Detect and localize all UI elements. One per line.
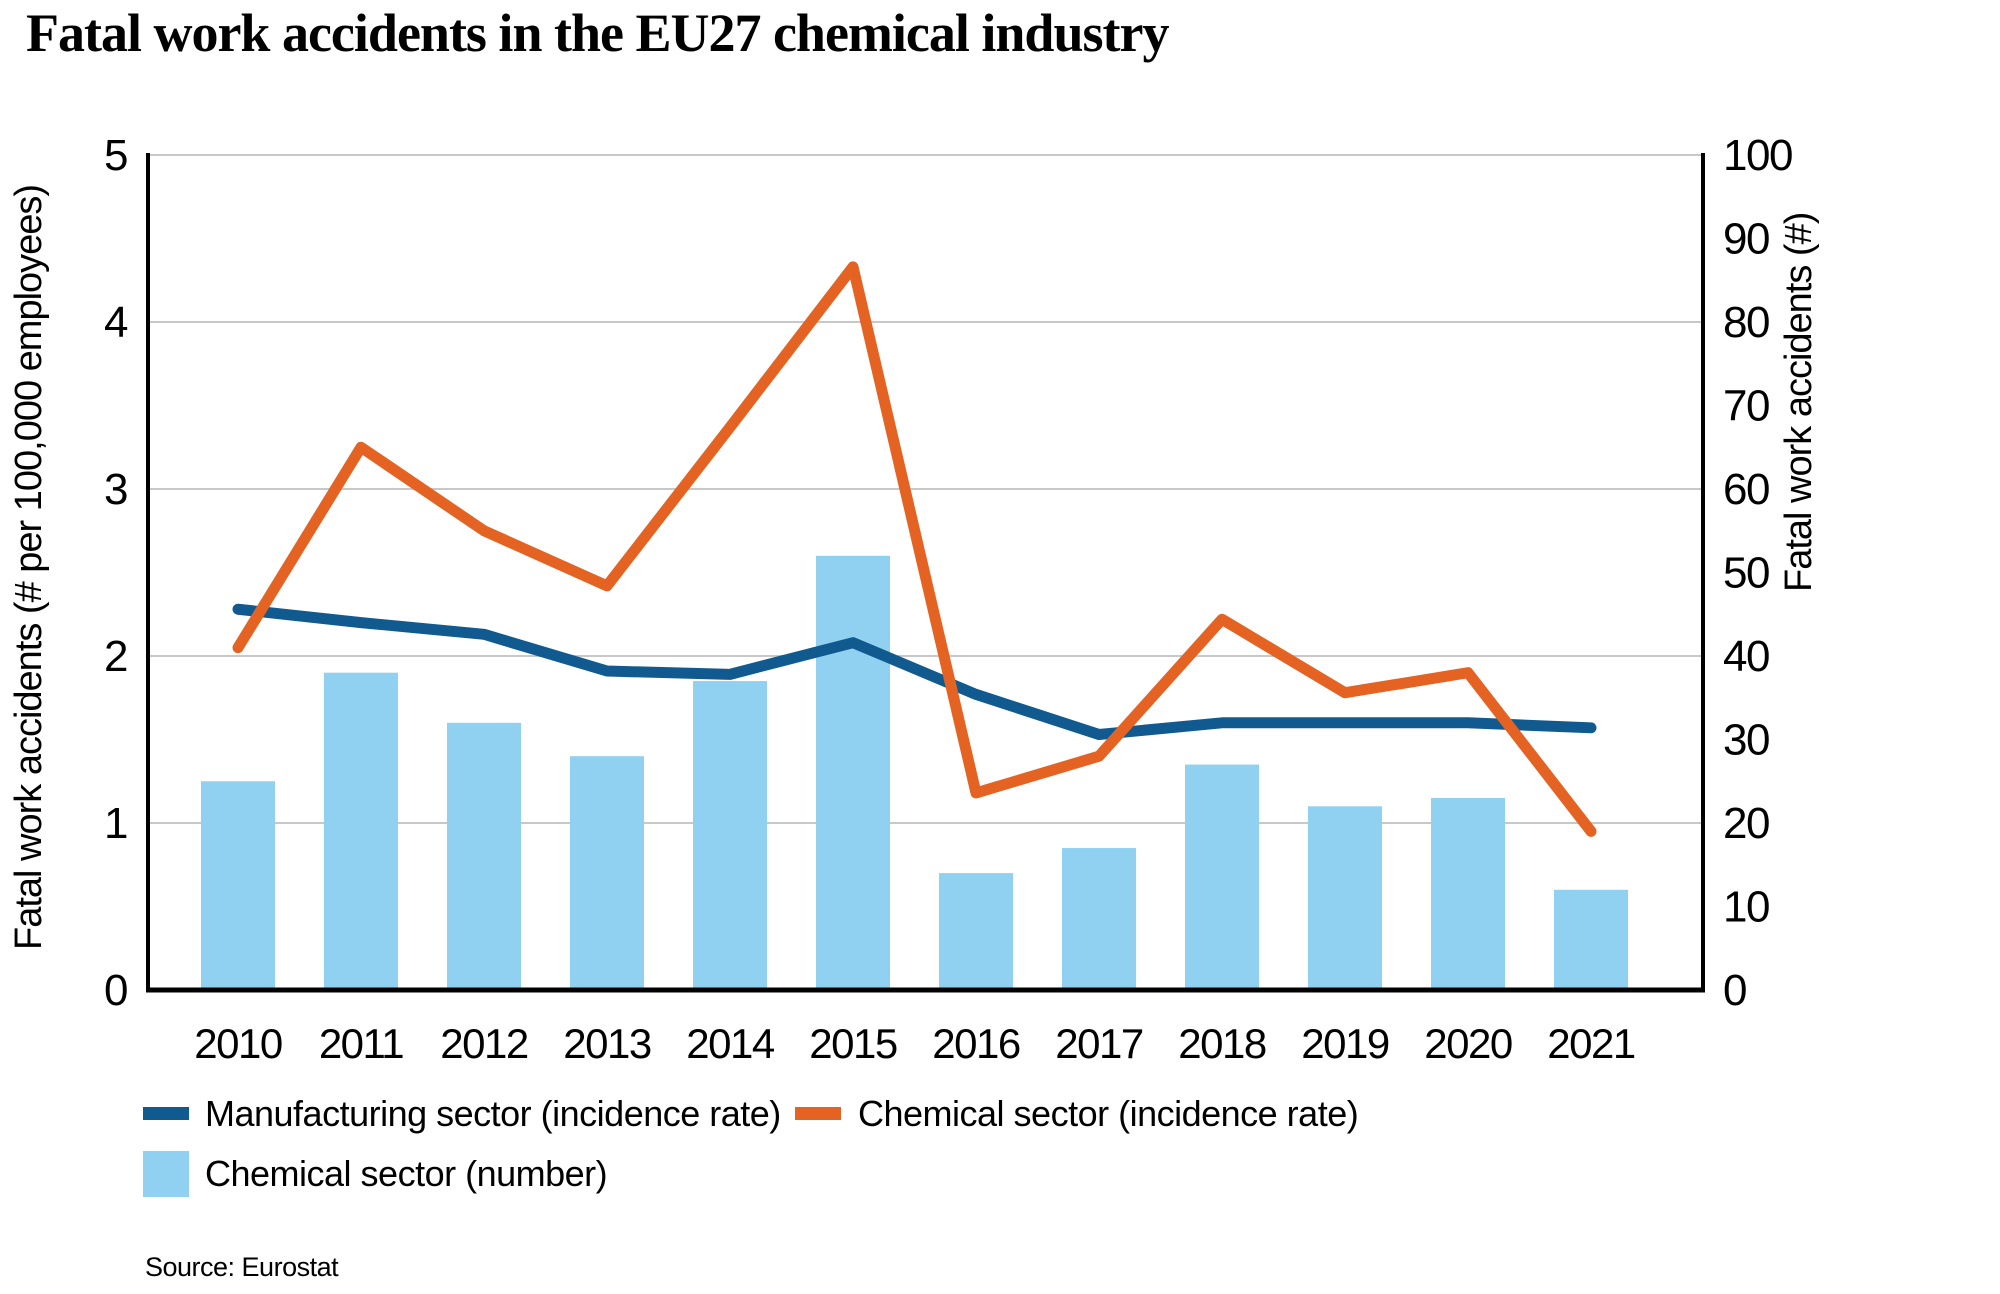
x-tick-label: 2014 <box>686 1020 775 1067</box>
y-left-tick-label: 1 <box>104 799 127 848</box>
x-tick-label: 2020 <box>1424 1020 1512 1067</box>
chemical-incidence-line <box>232 261 1597 837</box>
y-right-tick-label: 30 <box>1723 716 1769 765</box>
legend-label-chemical-number: Chemical sector (number) <box>205 1153 608 1194</box>
y-left-tick-label: 5 <box>104 131 127 180</box>
y-right-tick-label: 60 <box>1723 465 1769 514</box>
bar-2012 <box>447 722 521 990</box>
x-tick-label: 2015 <box>809 1020 897 1067</box>
bar-2014 <box>693 681 767 990</box>
x-tick-label: 2013 <box>563 1020 651 1067</box>
page-title: Fatal work accidents in the EU27 chemica… <box>26 3 1169 63</box>
bar-2013 <box>570 756 644 990</box>
y-left-tick-label: 0 <box>104 966 127 1015</box>
x-tick-label: 2017 <box>1055 1020 1143 1067</box>
bar-2020 <box>1431 797 1505 990</box>
bar-2010 <box>201 781 275 990</box>
y-right-tick-label: 70 <box>1723 382 1769 431</box>
x-tick-label: 2019 <box>1301 1020 1389 1067</box>
bar-2017 <box>1062 848 1136 990</box>
y-right-tick-label: 50 <box>1723 549 1769 598</box>
bar-2018 <box>1185 764 1259 990</box>
y-left-tick-label: 3 <box>104 465 127 514</box>
bar-2016 <box>939 873 1013 990</box>
legend-label-manufacturing: Manufacturing sector (incidence rate) <box>205 1093 781 1134</box>
y-right-tick-label: 20 <box>1723 799 1769 848</box>
y-right-tick-label: 10 <box>1723 883 1769 932</box>
legend-swatch-chemical-bar <box>143 1151 189 1197</box>
y-left-tick-label: 2 <box>104 632 127 681</box>
bar-2019 <box>1308 806 1382 990</box>
manufacturing-incidence-line <box>232 603 1597 740</box>
y-right-tick-label: 0 <box>1723 966 1746 1015</box>
legend-swatch-chemical-line <box>795 1107 841 1120</box>
bar-2015 <box>816 555 890 990</box>
y-right-tick-label: 80 <box>1723 298 1769 347</box>
legend-swatch-manufacturing-line <box>143 1107 189 1120</box>
x-tick-label: 2011 <box>319 1020 403 1067</box>
bar-2021 <box>1554 889 1628 990</box>
x-tick-label: 2016 <box>932 1020 1020 1067</box>
y-right-tick-label: 100 <box>1723 131 1792 180</box>
source-note: Source: Eurostat <box>145 1252 339 1282</box>
x-tick-label: 2018 <box>1178 1020 1266 1067</box>
y-right-tick-label: 90 <box>1723 215 1769 264</box>
legend-label-chemical-rate: Chemical sector (incidence rate) <box>858 1093 1359 1134</box>
bar-2011 <box>324 672 398 990</box>
y-right-tick-label: 40 <box>1723 632 1769 681</box>
y-left-tick-label: 4 <box>104 298 128 347</box>
x-tick-label: 2012 <box>440 1020 528 1067</box>
x-tick-label: 2021 <box>1547 1020 1635 1067</box>
x-tick-label: 2010 <box>194 1020 282 1067</box>
